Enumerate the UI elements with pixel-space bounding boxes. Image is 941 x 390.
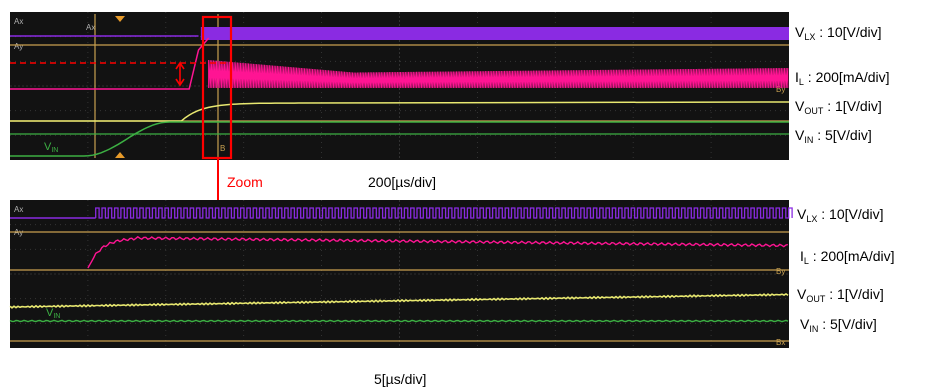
- top-ay-tag: Ay: [14, 42, 23, 51]
- bottom-scope-screen: Ax Ay By Bx VIN: [9, 200, 793, 348]
- top-trigger-marker: [115, 16, 125, 22]
- bottom-trace-vlx: [95, 207, 793, 219]
- top-label-vout: VOUT : 1[V/div]: [795, 98, 882, 116]
- top-level-arrow-up: [175, 61, 185, 70]
- top-trace-vlx-band: [200, 27, 790, 40]
- top-trace-il-band: [208, 60, 789, 89]
- bottom-by-tag: By: [776, 267, 785, 276]
- top-ax-tag: Ax: [14, 17, 23, 26]
- bottom-bx-tag: Bx: [776, 338, 785, 347]
- top-label-vlx: VLX : 10[V/div]: [795, 24, 882, 42]
- bottom-label-vout: VOUT : 1[V/div]: [797, 286, 884, 304]
- bottom-label-il: IL : 200[mA/div]: [800, 248, 895, 266]
- top-trace-vout: [10, 101, 790, 122]
- zoom-label: Zoom: [227, 174, 263, 190]
- top-traces: [10, 27, 790, 157]
- top-scope-screen: Ax Ay Ax By B VIN: [10, 12, 790, 160]
- bottom-timebase-label: 5[µs/div]: [374, 371, 426, 387]
- bottom-channel-labels: VLX : 10[V/div] IL : 200[mA/div] VOUT : …: [797, 206, 895, 334]
- bottom-trace-vout: [9, 292, 789, 309]
- bottom-label-vin: VIN : 5[V/div]: [800, 316, 877, 334]
- bottom-vin-screen-label: VIN: [46, 307, 60, 320]
- bottom-label-vlx: VLX : 10[V/div]: [797, 206, 884, 224]
- top-ax-cursor-tag: Ax: [86, 23, 95, 32]
- bottom-traces: [9, 207, 793, 323]
- bottom-trace-il: [87, 235, 789, 269]
- top-timebase-label: 200[µs/div]: [368, 174, 436, 190]
- top-b-tag: B: [220, 144, 225, 153]
- top-channel-labels: VLX : 10[V/div] IL : 200[mA/div] VOUT : …: [795, 24, 890, 145]
- top-label-vin: VIN : 5[V/div]: [795, 127, 872, 145]
- bottom-ax-tag: Ax: [14, 205, 23, 214]
- bottom-trace-vin: [9, 319, 789, 323]
- bottom-grid: [10, 200, 789, 348]
- top-trace-vin: [10, 121, 789, 157]
- top-label-il: IL : 200[mA/div]: [795, 69, 890, 87]
- top-trigger-marker-bottom: [115, 152, 125, 158]
- top-vin-screen-label: VIN: [44, 141, 58, 154]
- top-by-tag: By: [776, 85, 785, 94]
- top-level-arrow-down: [175, 78, 185, 87]
